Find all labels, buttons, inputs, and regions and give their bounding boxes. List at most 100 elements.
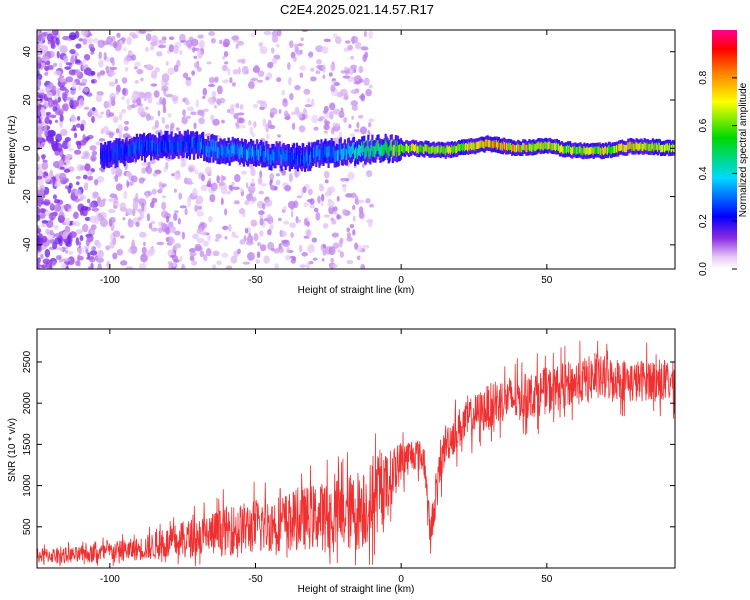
noise-speckle: [273, 248, 280, 254]
noise-speckle: [168, 44, 175, 53]
noise-speckle: [200, 230, 207, 236]
noise-speckle: [257, 177, 263, 185]
noise-speckle: [282, 206, 287, 211]
noise-speckle: [245, 182, 249, 189]
noise-speckle: [217, 85, 223, 95]
noise-speckle: [158, 181, 164, 186]
noise-speckle: [299, 264, 306, 268]
noise-speckle: [174, 210, 179, 214]
noise-speckle: [64, 225, 71, 234]
noise-speckle: [305, 262, 311, 269]
noise-speckle: [120, 235, 125, 239]
noise-speckle: [191, 70, 196, 76]
noise-speckle: [40, 253, 44, 260]
noise-speckle: [112, 40, 118, 49]
noise-speckle: [54, 237, 62, 245]
noise-speckle: [37, 110, 41, 117]
noise-speckle: [253, 121, 257, 128]
noise-speckle: [45, 60, 51, 66]
noise-speckle: [322, 74, 326, 79]
noise-speckle: [363, 30, 367, 38]
noise-speckle: [340, 107, 344, 113]
noise-speckle: [82, 58, 86, 66]
noise-speckle: [149, 45, 155, 51]
noise-speckle: [174, 230, 181, 236]
noise-speckle: [138, 177, 145, 184]
noise-speckle: [294, 84, 301, 91]
noise-speckle: [248, 120, 252, 126]
noise-speckle: [294, 106, 300, 115]
noise-speckle: [98, 138, 106, 142]
noise-speckle: [37, 186, 42, 191]
noise-speckle: [359, 126, 368, 135]
noise-speckle: [43, 199, 51, 206]
noise-speckle: [40, 45, 49, 52]
noise-speckle: [323, 123, 330, 131]
noise-speckle: [330, 127, 335, 135]
noise-speckle: [214, 76, 219, 83]
noise-speckle: [47, 83, 53, 89]
noise-speckle: [90, 51, 95, 55]
noise-speckle: [361, 163, 365, 168]
noise-speckle: [161, 201, 167, 211]
noise-speckle: [162, 195, 167, 199]
noise-speckle: [87, 252, 91, 259]
noise-speckle: [76, 115, 81, 121]
noise-speckle: [292, 256, 296, 261]
noise-speckle: [115, 128, 120, 134]
noise-speckle: [220, 197, 224, 206]
noise-speckle: [75, 123, 82, 128]
y-tick-label: 1000: [22, 474, 33, 497]
noise-speckle: [211, 90, 217, 98]
noise-speckle: [276, 30, 282, 37]
noise-speckle: [124, 120, 130, 125]
noise-speckle: [323, 214, 331, 218]
noise-speckle: [249, 163, 254, 170]
noise-speckle: [270, 221, 274, 230]
noise-speckle: [62, 140, 70, 150]
noise-speckle: [56, 50, 60, 59]
noise-speckle: [125, 266, 134, 269]
noise-speckle: [93, 37, 99, 44]
noise-speckle: [145, 106, 149, 111]
noise-speckle: [192, 187, 198, 197]
noise-speckle: [346, 259, 354, 265]
noise-speckle: [103, 52, 107, 61]
x-tick-label: 50: [541, 275, 553, 286]
noise-speckle: [70, 55, 75, 65]
noise-speckle: [75, 59, 81, 64]
noise-speckle: [128, 32, 137, 37]
noise-speckle: [331, 232, 339, 238]
noise-speckle: [170, 237, 175, 245]
noise-speckle: [53, 98, 58, 108]
noise-speckle: [92, 194, 98, 199]
noise-speckle: [192, 47, 200, 51]
noise-speckle: [82, 87, 89, 93]
noise-speckle: [178, 192, 182, 200]
noise-speckle: [321, 258, 325, 262]
noise-speckle: [109, 66, 118, 71]
noise-speckle: [323, 170, 330, 179]
noise-speckle: [358, 206, 364, 214]
noise-speckle: [167, 113, 172, 118]
noise-speckle: [200, 184, 208, 192]
noise-speckle: [224, 208, 228, 216]
noise-speckle: [237, 40, 245, 46]
spectrogram-y-label: Frequency (Hz): [7, 116, 18, 185]
snr-series-line: [37, 340, 675, 567]
noise-speckle: [171, 173, 175, 177]
noise-speckle: [327, 200, 335, 208]
noise-speckle: [134, 61, 141, 67]
noise-speckle: [343, 117, 348, 124]
noise-speckle: [48, 263, 53, 269]
noise-speckle: [55, 255, 62, 261]
noise-speckle: [287, 62, 291, 71]
noise-speckle: [86, 198, 91, 204]
noise-speckle: [101, 126, 109, 134]
noise-speckle: [60, 128, 68, 137]
noise-speckle: [121, 77, 128, 84]
noise-speckle: [151, 188, 157, 195]
noise-speckle: [227, 67, 231, 76]
colorbar-tick-label: 0.0: [698, 262, 709, 276]
noise-speckle: [315, 45, 324, 53]
